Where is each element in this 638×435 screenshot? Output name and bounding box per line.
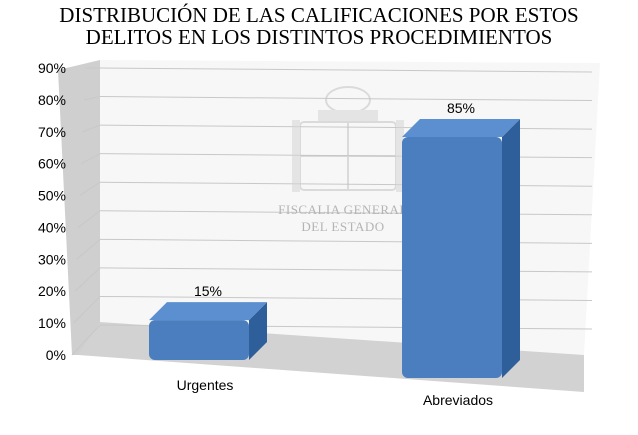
- watermark-emblem: [292, 86, 404, 192]
- y-tick-label: 30%: [38, 251, 66, 267]
- bar-top: [149, 302, 267, 321]
- watermark-line-1: FISCALIA GENERAL: [278, 202, 408, 217]
- y-tick-label: 70%: [38, 124, 66, 140]
- watermark-line-2: DEL ESTADO: [301, 219, 384, 234]
- side-wall: [58, 60, 100, 355]
- y-tick-label: 80%: [38, 92, 66, 108]
- gridline-side-0: [71, 324, 101, 356]
- chart-title-line-2: DELITOS EN LOS DISTINTOS PROCEDIMIENTOS: [86, 25, 553, 49]
- gridline-side-6: [80, 153, 101, 165]
- bar-abreviados: 85%: [402, 100, 520, 378]
- gridline-side-3: [76, 238, 101, 260]
- gridline-9: [99, 67, 593, 73]
- x-category-label: Urgentes: [177, 377, 234, 393]
- chart-title-line-1: DISTRIBUCIÓN DE LAS CALIFICACIONES POR E…: [59, 3, 578, 27]
- gridline-side-8: [84, 96, 101, 101]
- y-tick-label: 40%: [38, 219, 66, 235]
- gridline-8: [99, 96, 593, 102]
- y-tick-label: 50%: [38, 188, 66, 204]
- data-label: 85%: [447, 100, 475, 116]
- bar-urgentes: 15%: [149, 283, 267, 360]
- bar-side: [249, 302, 267, 360]
- gridline-side-7: [82, 124, 101, 133]
- y-tick-label: 10%: [38, 315, 66, 331]
- y-tick-label: 0%: [46, 347, 66, 363]
- gridline-side-5: [79, 181, 101, 196]
- bar-front: [149, 320, 249, 360]
- y-tick-label: 90%: [38, 60, 66, 76]
- x-category-label: Abreviados: [423, 392, 493, 408]
- bars: 15% Urgentes 85% Abreviados: [149, 100, 520, 408]
- bar-side: [502, 118, 520, 378]
- gridline-side-1: [73, 296, 101, 324]
- bar-front: [402, 136, 502, 378]
- y-axis: 0% 10% 20% 30% 40% 50% 60% 70% 80% 90%: [38, 60, 66, 363]
- bar-top: [402, 118, 520, 137]
- y-tick-label: 20%: [38, 283, 66, 299]
- gridline-side-4: [77, 210, 101, 228]
- y-tick-label: 60%: [38, 156, 66, 172]
- gridline-side-2: [74, 267, 101, 292]
- data-label: 15%: [194, 283, 222, 299]
